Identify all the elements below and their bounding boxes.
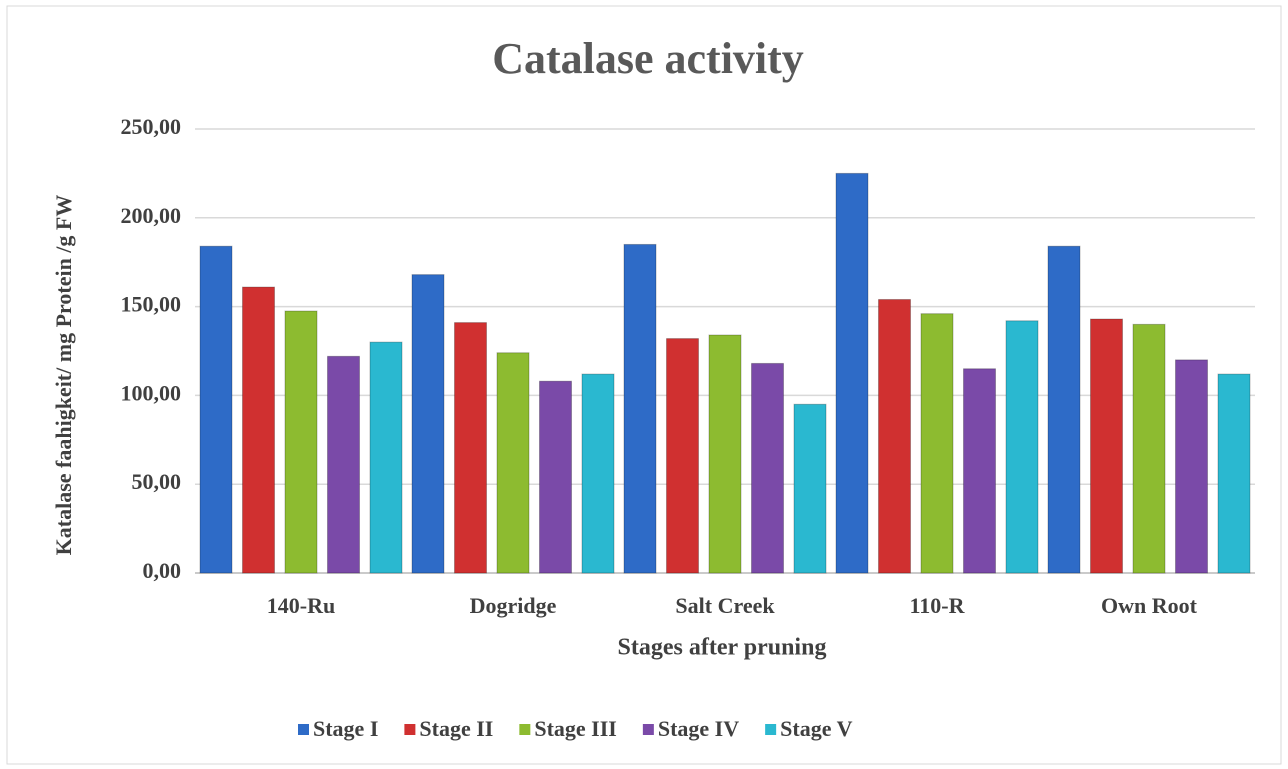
bar [199, 245, 233, 574]
legend-label: Stage V [780, 716, 852, 741]
bar [496, 352, 530, 574]
y-tick-label: 0,00 [143, 558, 182, 583]
bar [369, 341, 403, 574]
legend-label: Stage II [419, 716, 493, 741]
y-tick-label: 150,00 [121, 292, 182, 317]
bar [666, 338, 699, 574]
bar [1175, 359, 1208, 574]
x-tick-label: Salt Creek [675, 593, 775, 618]
x-tick-label: Dogridge [470, 593, 557, 618]
chart-title: Catalase activity [492, 34, 804, 83]
legend-label: Stage I [313, 716, 378, 741]
bar [327, 355, 360, 574]
legend-swatch [519, 724, 531, 735]
bar [1090, 318, 1123, 574]
bar [1047, 245, 1081, 574]
y-tick-label: 100,00 [121, 380, 182, 405]
bar [835, 172, 869, 574]
bar [920, 313, 954, 574]
bar [284, 310, 318, 574]
bar [454, 322, 487, 574]
legend-swatch [765, 724, 777, 735]
bar [581, 373, 615, 574]
bar [751, 362, 784, 574]
y-tick-label: 250,00 [121, 114, 182, 139]
bar [1132, 323, 1166, 574]
legend-label: Stage IV [658, 716, 739, 741]
bar [963, 368, 996, 574]
bar [793, 403, 827, 574]
x-tick-label: Own Root [1101, 593, 1198, 618]
y-tick-label: 200,00 [121, 203, 182, 228]
x-tick-label: 110-R [910, 593, 966, 618]
x-axis-label: Stages after pruning [618, 635, 827, 661]
x-tick-label: 140-Ru [267, 593, 335, 618]
legend-swatch [298, 724, 309, 735]
legend-label: Stage III [534, 716, 617, 741]
bar [242, 286, 275, 574]
bar [411, 274, 445, 574]
y-axis-label: Katalase faahigkeit/ mg Protein /g FW [51, 195, 76, 556]
bar [623, 243, 657, 574]
bar [539, 380, 572, 574]
bar [878, 298, 911, 574]
bar [708, 334, 742, 574]
bar [1005, 320, 1039, 574]
bar [1217, 373, 1251, 574]
legend-swatch [642, 724, 654, 735]
y-tick-label: 50,00 [132, 469, 182, 494]
legend-swatch [404, 724, 416, 735]
